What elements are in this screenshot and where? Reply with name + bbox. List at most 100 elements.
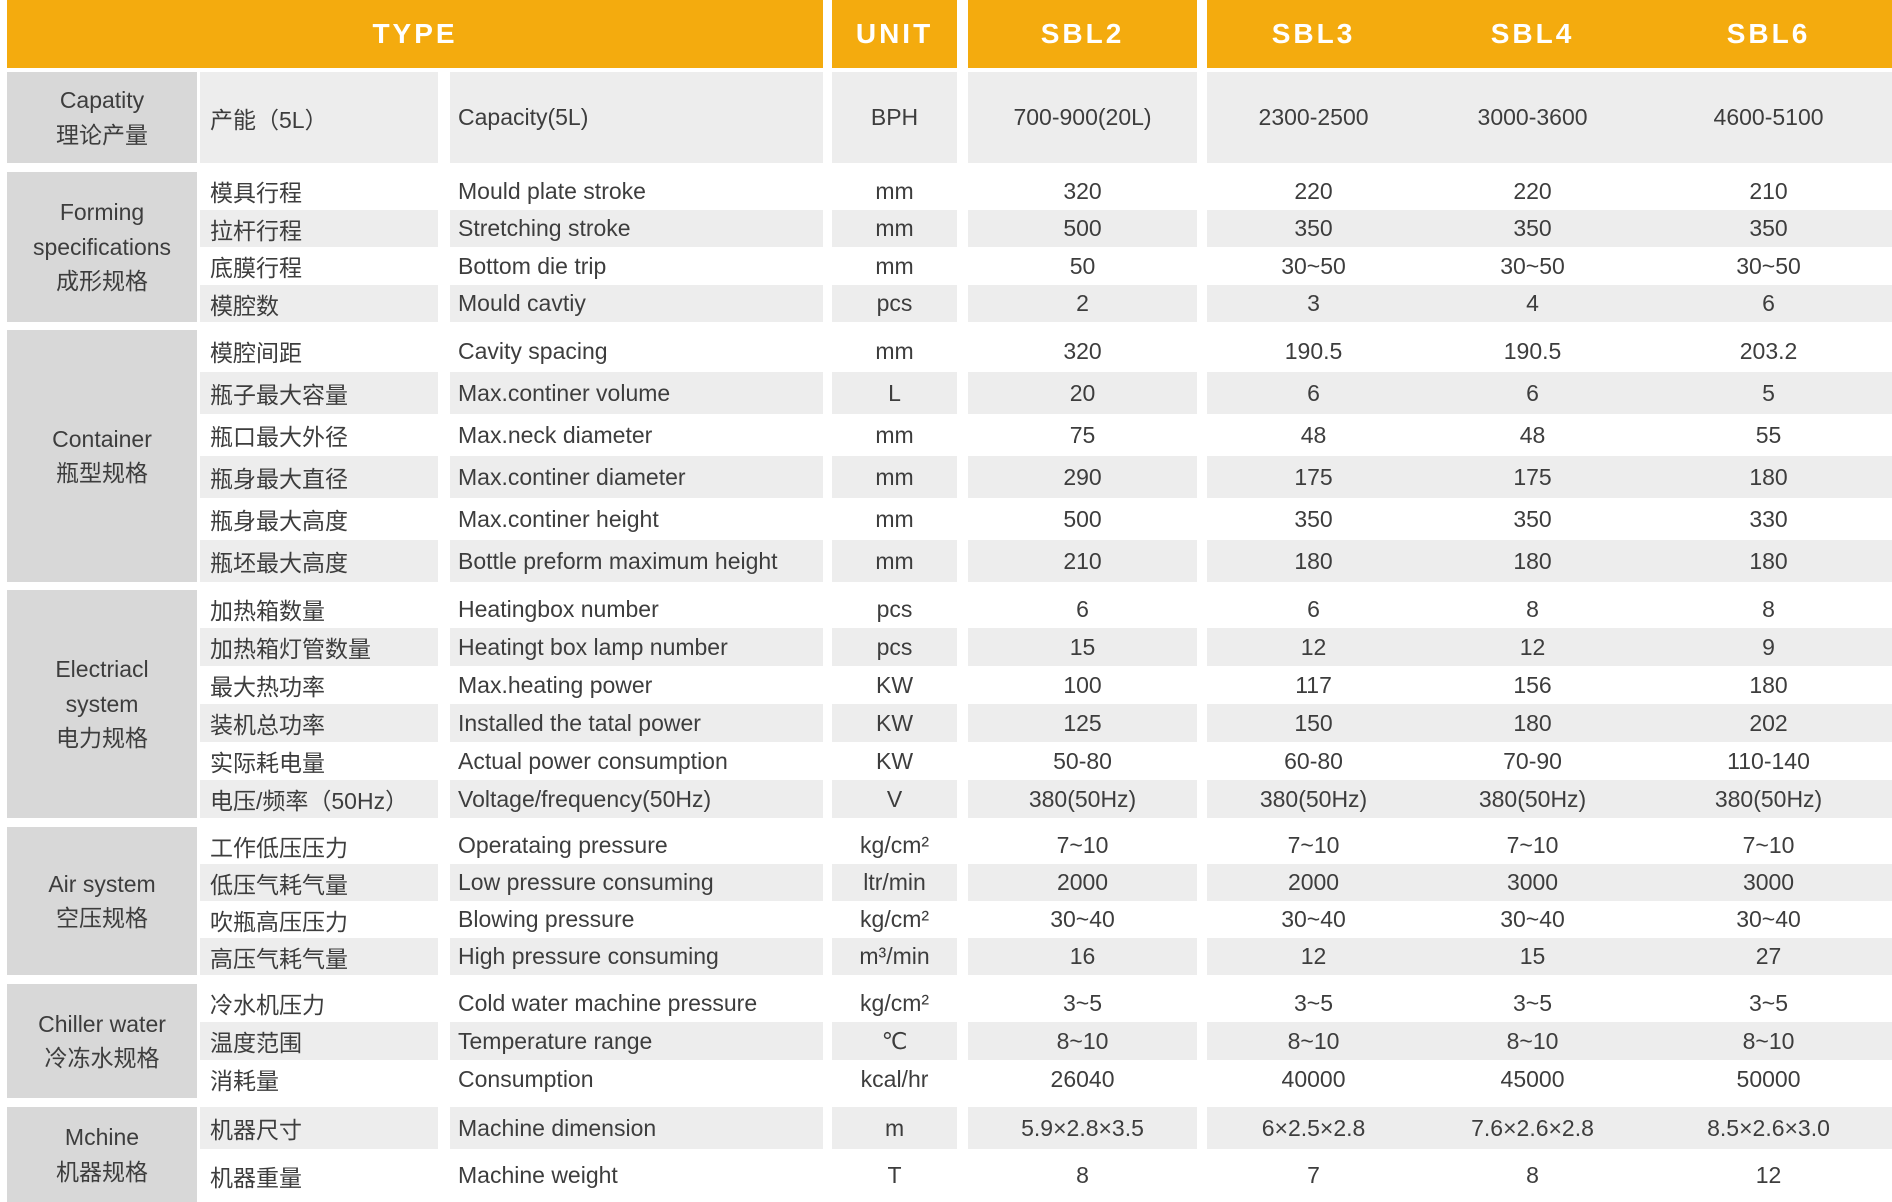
spec-row: 消耗量 Consumption kcal/hr 26040 40000 45000 5000… — [0, 1060, 1892, 1098]
value-cell-sbl2: 500 — [957, 210, 1198, 247]
row-label-en: Cavity spacing — [438, 330, 824, 372]
spec-row: 最大热功率 Max.heating power KW 100 117 156 180 — [0, 666, 1892, 704]
unit-cell: ltr/min — [823, 864, 958, 901]
spec-row: 实际耗电量 Actual power consumption KW 50-80 60-8… — [0, 742, 1892, 780]
row-label-cn: 瓶子最大容量 — [197, 372, 438, 414]
value-cell-sbl2: 5.9×2.8×3.5 — [957, 1107, 1198, 1149]
value-cell-sbl4: 30~50 — [1420, 247, 1646, 285]
row-label-en: Capacity(5L) — [438, 72, 824, 163]
unit-cell: pcs — [823, 628, 958, 666]
row-label-cn: 低压气耗气量 — [197, 864, 438, 901]
category-cell: Capatity 理论产量 — [0, 72, 197, 163]
row-label-cn: 模腔数 — [197, 285, 438, 322]
row-label-en: Cold water machine pressure — [438, 984, 824, 1022]
unit-cell: m — [823, 1107, 958, 1149]
value-cell-sbl2: 7~10 — [957, 827, 1198, 864]
spec-table-body: Capatity 理论产量 产能（5L） Capacity(5L) BPH 700-900… — [0, 68, 1892, 1202]
row-label-en: Machine dimension — [438, 1107, 824, 1149]
value-cell-sbl6: 6 — [1645, 285, 1892, 322]
group-gap-cell — [0, 163, 1892, 172]
row-label-cn: 模具行程 — [197, 172, 438, 210]
value-cell-sbl3: 6 — [1197, 372, 1421, 414]
spec-row: 低压气耗气量 Low pressure consuming ltr/min 2000 2… — [0, 864, 1892, 901]
value-cell-sbl2: 16 — [957, 938, 1198, 975]
value-cell-sbl3: 7~10 — [1197, 827, 1421, 864]
value-cell-sbl3: 2000 — [1197, 864, 1421, 901]
value-cell-sbl2: 50 — [957, 247, 1198, 285]
row-label-en: Max.heating power — [438, 666, 824, 704]
value-cell-sbl6: 50000 — [1645, 1060, 1892, 1098]
value-cell-sbl6: 30~40 — [1645, 901, 1892, 938]
row-label-cn: 工作低压压力 — [197, 827, 438, 864]
category-cell: Chiller water 冷冻水规格 — [0, 984, 197, 1098]
value-cell-sbl4: 175 — [1420, 456, 1646, 498]
row-label-en: Heatingbox number — [438, 590, 824, 628]
group-gap — [0, 322, 1892, 330]
row-label-en: Heatingt box lamp number — [438, 628, 824, 666]
value-cell-sbl4: 8 — [1420, 1149, 1646, 1202]
value-cell-sbl4: 156 — [1420, 666, 1646, 704]
value-cell-sbl4: 45000 — [1420, 1060, 1646, 1098]
value-cell-sbl6: 55 — [1645, 414, 1892, 456]
unit-cell: pcs — [823, 285, 958, 322]
value-cell-sbl6: 9 — [1645, 628, 1892, 666]
value-cell-sbl3: 380(50Hz) — [1197, 780, 1421, 818]
value-cell-sbl4: 350 — [1420, 498, 1646, 540]
value-cell-sbl4: 6 — [1420, 372, 1646, 414]
category-cell: Container 瓶型规格 — [0, 330, 197, 582]
value-cell-sbl6: 380(50Hz) — [1645, 780, 1892, 818]
value-cell-sbl3: 220 — [1197, 172, 1421, 210]
row-label-cn: 吹瓶高压压力 — [197, 901, 438, 938]
unit-cell: kcal/hr — [823, 1060, 958, 1098]
value-cell-sbl4: 380(50Hz) — [1420, 780, 1646, 818]
value-cell-sbl4: 3000 — [1420, 864, 1646, 901]
unit-cell: KW — [823, 704, 958, 742]
unit-cell: mm — [823, 330, 958, 372]
group-gap-cell — [0, 1098, 1892, 1107]
unit-cell: m³/min — [823, 938, 958, 975]
unit-cell: mm — [823, 498, 958, 540]
header-model-sbl6: SBL6 — [1645, 0, 1892, 68]
spec-row: 瓶身最大直径 Max.continer diameter mm 290 175 175 18… — [0, 456, 1892, 498]
value-cell-sbl2: 8~10 — [957, 1022, 1198, 1060]
group-gap — [0, 1098, 1892, 1107]
row-label-cn: 模腔间距 — [197, 330, 438, 372]
category-label-cn: 理论产量 — [56, 121, 148, 148]
category-cell: Electriacl system 电力规格 — [0, 590, 197, 818]
value-cell-sbl4: 350 — [1420, 210, 1646, 247]
value-cell-sbl2: 8 — [957, 1149, 1198, 1202]
row-label-cn: 装机总功率 — [197, 704, 438, 742]
value-cell-sbl6: 7~10 — [1645, 827, 1892, 864]
value-cell-sbl6: 180 — [1645, 540, 1892, 582]
unit-cell: KW — [823, 742, 958, 780]
unit-cell: ℃ — [823, 1022, 958, 1060]
value-cell-sbl2: 26040 — [957, 1060, 1198, 1098]
spec-row: 吹瓶高压压力 Blowing pressure kg/cm² 30~40 30~40 30… — [0, 901, 1892, 938]
value-cell-sbl6: 180 — [1645, 666, 1892, 704]
row-label-en: Actual power consumption — [438, 742, 824, 780]
unit-cell: KW — [823, 666, 958, 704]
value-cell-sbl4: 3000-3600 — [1420, 72, 1646, 163]
value-cell-sbl3: 30~50 — [1197, 247, 1421, 285]
spec-row: 瓶口最大外径 Max.neck diameter mm 75 48 48 55 — [0, 414, 1892, 456]
value-cell-sbl2: 500 — [957, 498, 1198, 540]
value-cell-sbl6: 27 — [1645, 938, 1892, 975]
value-cell-sbl6: 8~10 — [1645, 1022, 1892, 1060]
value-cell-sbl3: 12 — [1197, 628, 1421, 666]
value-cell-sbl6: 8 — [1645, 590, 1892, 628]
value-cell-sbl4: 7.6×2.6×2.8 — [1420, 1107, 1646, 1149]
row-label-en: Bottom die trip — [438, 247, 824, 285]
row-label-cn: 产能（5L） — [197, 72, 438, 163]
spec-row: Forming specifications 成形规格 模具行程 Mould plat… — [0, 172, 1892, 322]
row-label-cn: 冷水机压力 — [197, 984, 438, 1022]
value-cell-sbl6: 30~50 — [1645, 247, 1892, 285]
unit-cell: pcs — [823, 590, 958, 628]
row-label-en: Max.continer height — [438, 498, 824, 540]
row-label-en: Mould cavtiy — [438, 285, 824, 322]
value-cell-sbl2: 290 — [957, 456, 1198, 498]
value-cell-sbl2: 700-900(20L) — [957, 72, 1198, 163]
spec-row: 高压气耗气量 High pressure consuming m³/min 16 12 1… — [0, 938, 1892, 975]
row-label-en: Machine weight — [438, 1149, 824, 1202]
value-cell-sbl3: 12 — [1197, 938, 1421, 975]
row-label-cn: 机器尺寸 — [197, 1107, 438, 1149]
